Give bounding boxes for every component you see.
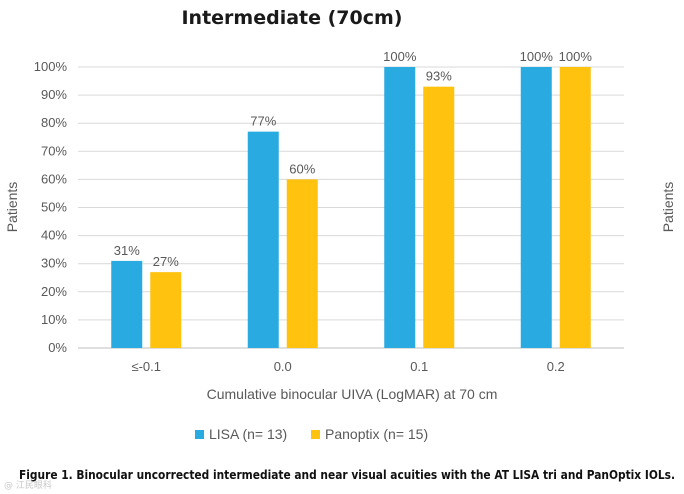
x-tick-label: 0.2 bbox=[547, 359, 565, 374]
x-tick-label: ≤-0.1 bbox=[131, 359, 161, 374]
bar-lisa bbox=[111, 260, 143, 348]
x-tick-label: 0.0 bbox=[274, 359, 292, 374]
y-axis-label-right: Patients bbox=[660, 182, 676, 233]
data-labels: 31% 27% 77% 60% 100% 93% 100% 100% bbox=[114, 49, 593, 269]
data-label: 93% bbox=[426, 69, 452, 84]
legend-swatch-panoptix bbox=[311, 430, 320, 439]
legend-swatch-lisa bbox=[195, 430, 204, 439]
y-tick-label: 10% bbox=[41, 312, 67, 327]
data-label: 60% bbox=[289, 161, 315, 176]
legend-label-panoptix: Panoptix (n= 15) bbox=[325, 426, 428, 442]
legend-label-lisa: LISA (n= 13) bbox=[209, 426, 287, 442]
y-tick-label: 20% bbox=[41, 284, 67, 299]
y-axis-ticks: 0% 10% 20% 30% 40% 50% 60% 70% 80% 90% 100% bbox=[34, 59, 68, 355]
bar-panoptix bbox=[423, 86, 455, 349]
figure-caption: Figure 1. Binocular uncorrected intermed… bbox=[19, 467, 675, 482]
y-tick-label: 30% bbox=[41, 256, 67, 271]
bar-lisa bbox=[247, 131, 279, 348]
watermark: @ 江民眼科 bbox=[4, 479, 52, 491]
y-tick-label: 100% bbox=[34, 59, 68, 74]
y-tick-label: 0% bbox=[48, 340, 67, 355]
x-tick-label: 0.1 bbox=[410, 359, 428, 374]
bar-panoptix bbox=[286, 179, 318, 348]
chart-title: Intermediate (70cm) bbox=[181, 7, 402, 29]
legend: LISA (n= 13) Panoptix (n= 15) bbox=[195, 426, 428, 442]
data-label: 100% bbox=[520, 49, 554, 64]
bar-lisa bbox=[520, 67, 552, 348]
data-label: 100% bbox=[559, 49, 593, 64]
y-axis-label: Patients bbox=[4, 182, 20, 233]
x-axis-label: Cumulative binocular UIVA (LogMAR) at 70… bbox=[207, 386, 498, 402]
y-tick-label: 80% bbox=[41, 115, 67, 130]
data-label: 27% bbox=[153, 254, 179, 269]
bar-panoptix bbox=[150, 272, 182, 348]
y-tick-label: 90% bbox=[41, 87, 67, 102]
x-axis-ticks: ≤-0.1 0.0 0.1 0.2 bbox=[131, 359, 564, 374]
y-tick-label: 60% bbox=[41, 171, 67, 186]
bar-panoptix bbox=[559, 67, 591, 348]
y-tick-label: 70% bbox=[41, 143, 67, 158]
y-tick-label: 50% bbox=[41, 200, 67, 215]
data-label: 77% bbox=[250, 114, 276, 129]
data-label: 100% bbox=[383, 49, 417, 64]
y-tick-label: 40% bbox=[41, 228, 67, 243]
bar-lisa bbox=[384, 67, 416, 348]
data-label: 31% bbox=[114, 243, 140, 258]
bars bbox=[111, 67, 591, 349]
